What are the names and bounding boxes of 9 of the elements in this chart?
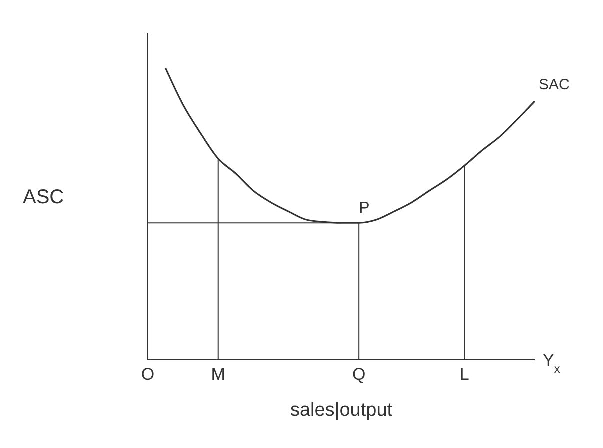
- x-tick-label: Q: [352, 365, 366, 384]
- x-tick-label: L: [460, 365, 470, 384]
- annotation: P: [359, 200, 370, 218]
- series-label: SAC: [539, 76, 570, 94]
- text: Y$_{x}$: [543, 351, 560, 376]
- x-tick-label: M: [211, 365, 226, 384]
- y-axis-title: ASC: [23, 186, 64, 209]
- x-axis-title: sales|output: [290, 400, 394, 421]
- x-tick-label: O: [141, 365, 155, 384]
